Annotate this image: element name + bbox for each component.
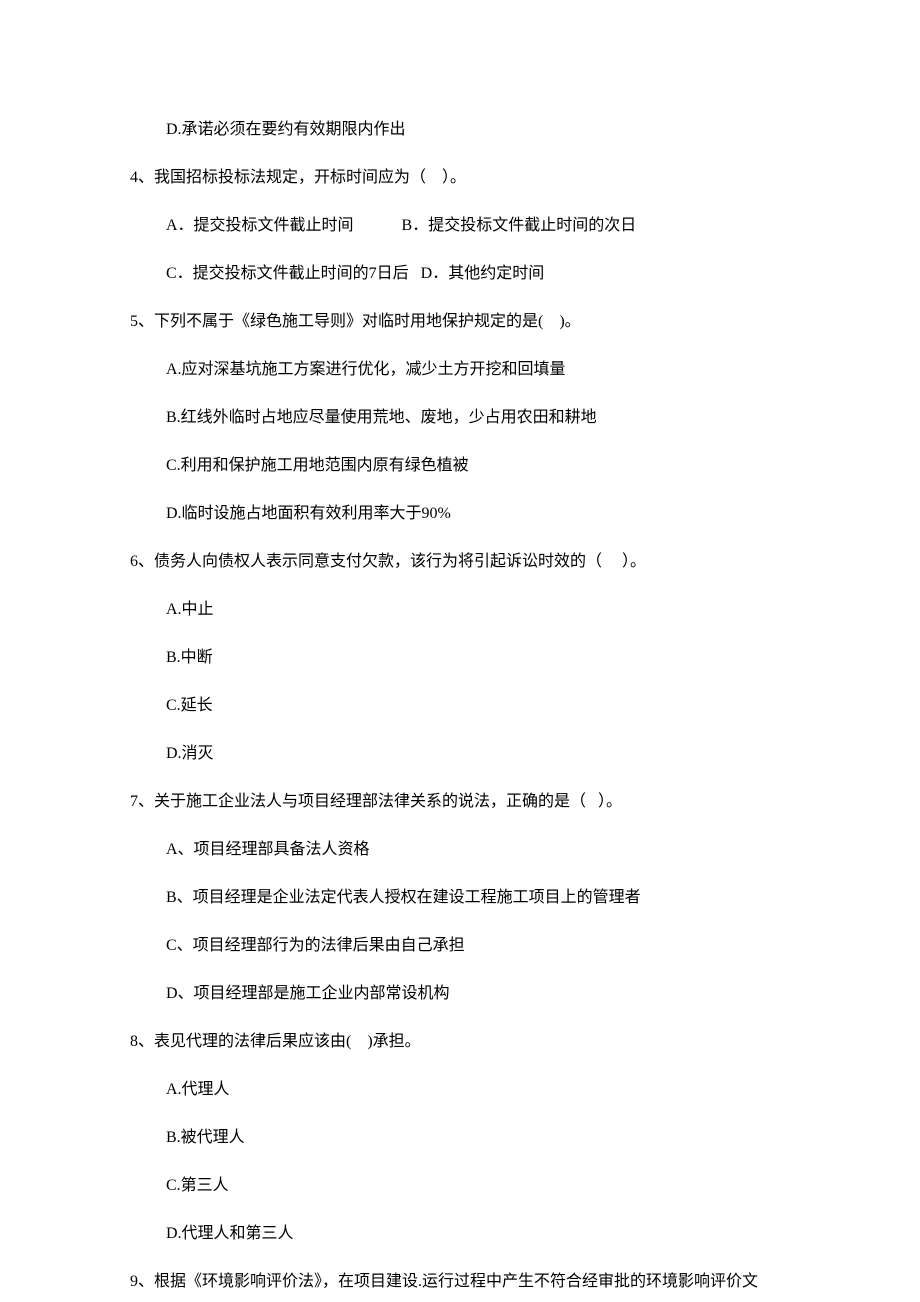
q6-option-a: A.中止 [166,595,790,619]
q6-option-b: B.中断 [166,643,790,667]
q8-option-a: A.代理人 [166,1075,790,1099]
q5-option-b: B.红线外临时占地应尽量使用荒地、废地，少占用农田和耕地 [166,403,790,427]
q6-option-d: D.消灭 [166,739,790,763]
q8-option-c: C.第三人 [166,1171,790,1195]
q5-stem: 5、下列不属于《绿色施工导则》对临时用地保护规定的是( )。 [130,307,790,331]
q8-option-d: D.代理人和第三人 [166,1219,790,1243]
q7-stem: 7、关于施工企业法人与项目经理部法律关系的说法，正确的是（ ）。 [130,787,790,811]
q5-option-d: D.临时设施占地面积有效利用率大于90% [166,499,790,523]
q8-option-b: B.被代理人 [166,1123,790,1147]
q6-option-c: C.延长 [166,691,790,715]
q5-option-c: C.利用和保护施工用地范围内原有绿色植被 [166,451,790,475]
q4-stem: 4、我国招标投标法规定，开标时间应为（ ）。 [130,163,790,187]
q5-option-a: A.应对深基坑施工方案进行优化，减少土方开挖和回填量 [166,355,790,379]
q8-stem: 8、表见代理的法律后果应该由( )承担。 [130,1027,790,1051]
q7-option-b: B、项目经理是企业法定代表人授权在建设工程施工项目上的管理者 [166,883,790,907]
q9-stem: 9、根据《环境影响评价法》，在项目建设.运行过程中产生不符合经审批的环境影响评价… [130,1267,790,1291]
q7-option-c: C、项目经理部行为的法律后果由自己承担 [166,931,790,955]
q4-options-ab: A．提交投标文件截止时间 B．提交投标文件截止时间的次日 [166,211,790,235]
q6-stem: 6、债务人向债权人表示同意支付欠款，该行为将引起诉讼时效的（ ）。 [130,547,790,571]
q4-options-cd: C．提交投标文件截止时间的7日后 D．其他约定时间 [166,259,790,283]
q7-option-d: D、项目经理部是施工企业内部常设机构 [166,979,790,1003]
q7-option-a: A、项目经理部具备法人资格 [166,835,790,859]
q3-option-d: D.承诺必须在要约有效期限内作出 [166,115,790,139]
